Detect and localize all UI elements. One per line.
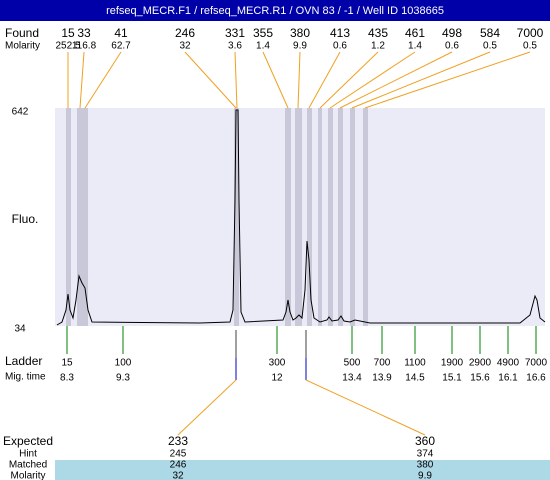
- found-value: 461: [405, 26, 425, 40]
- molarity-value: 1.2: [371, 41, 385, 52]
- peak-band: [285, 108, 291, 326]
- y-label: Fluo.: [12, 212, 39, 226]
- molarity-value: 1.4: [256, 41, 270, 52]
- title-bar: [0, 0, 550, 21]
- found-connector: [184, 51, 237, 109]
- molarity-value: 252.5: [55, 41, 80, 52]
- molarity-value: 0.6: [445, 41, 459, 52]
- found-connector: [339, 51, 453, 109]
- mig-time-label: Mig. time: [5, 372, 46, 383]
- matched-band: [55, 460, 550, 471]
- mig-time-value: 9.3: [116, 373, 130, 384]
- expected-connector: [305, 379, 426, 436]
- hint-label: Hint: [19, 449, 37, 460]
- y-max: 642: [12, 107, 29, 118]
- found-value: 413: [330, 26, 350, 40]
- peak-band: [328, 108, 333, 326]
- trace: [56, 109, 546, 326]
- found-connector: [308, 51, 341, 109]
- peak-band: [234, 108, 239, 326]
- matched-molarity-value: 32: [172, 471, 184, 480]
- molarity-value: 116.8: [72, 41, 97, 52]
- y-min: 34: [14, 324, 26, 335]
- hint-value: 374: [417, 449, 434, 460]
- matched-value: 246: [170, 460, 187, 471]
- ladder-value: 100: [115, 358, 132, 369]
- hint-value: 245: [170, 449, 187, 460]
- peak-band: [77, 108, 88, 326]
- ladder-value: 15: [61, 358, 73, 369]
- molarity-value: 0.6: [333, 41, 347, 52]
- found-value: 15: [61, 26, 75, 40]
- expected-value: 233: [168, 434, 188, 448]
- peak-band: [66, 108, 71, 326]
- mig-time-value: 13.9: [372, 373, 392, 384]
- found-value: 246: [175, 26, 195, 40]
- expected-label: Expected: [3, 434, 53, 448]
- molarity-label: Molarity: [5, 41, 40, 52]
- peak-band: [295, 108, 302, 326]
- matched-label: Matched: [9, 460, 47, 471]
- ladder-value: 300: [269, 358, 286, 369]
- matched-molarity-value: 9.9: [418, 471, 432, 480]
- mig-time-value: 16.6: [526, 373, 546, 384]
- ladder-value: 2900: [469, 358, 492, 369]
- molarity-value: 0.5: [483, 41, 497, 52]
- mig-time-value: 15.1: [442, 373, 462, 384]
- mig-time-value: 16.1: [498, 373, 518, 384]
- ladder-value: 1900: [441, 358, 464, 369]
- found-value: 41: [114, 26, 128, 40]
- found-value: 435: [368, 26, 388, 40]
- expected-connector: [177, 379, 237, 436]
- found-value: 7000: [517, 26, 544, 40]
- found-value: 331: [225, 26, 245, 40]
- ladder-value: 4900: [497, 358, 520, 369]
- found-connector: [319, 51, 379, 109]
- ladder-value: 700: [374, 358, 391, 369]
- molarity-value: 9.9: [293, 41, 307, 52]
- title: refseq_MECR.F1 / refseq_MECR.R1 / OVN 83…: [106, 5, 444, 17]
- peak-band: [363, 108, 368, 326]
- molarity-value: 1.4: [408, 41, 422, 52]
- ladder-label: Ladder: [5, 354, 42, 368]
- molarity-value: 32: [179, 41, 191, 52]
- found-value: 380: [290, 26, 310, 40]
- found-value: 33: [77, 26, 91, 40]
- ladder-value: 7000: [525, 358, 548, 369]
- mig-time-value: 14.5: [405, 373, 425, 384]
- mig-time-value: 13.4: [342, 373, 362, 384]
- found-value: 584: [480, 26, 500, 40]
- found-connector: [262, 51, 289, 109]
- molarity-value: 3.6: [228, 41, 242, 52]
- found-connector: [297, 51, 301, 109]
- molarity-band: [55, 471, 550, 480]
- found-connector: [84, 51, 122, 109]
- ladder-value: 1100: [404, 358, 426, 369]
- molarity-value: 0.5: [523, 41, 537, 52]
- found-label: Found: [5, 26, 39, 40]
- peak-band: [307, 108, 312, 326]
- found-connector: [79, 51, 85, 109]
- found-connector: [329, 51, 416, 109]
- ladder-value: 500: [344, 358, 361, 369]
- peak-band: [350, 108, 355, 326]
- found-value: 355: [253, 26, 273, 40]
- found-value: 498: [442, 26, 462, 40]
- matched-value: 380: [417, 460, 434, 471]
- peak-band: [318, 108, 322, 326]
- found-connector: [364, 51, 531, 109]
- mig-time-value: 8.3: [60, 373, 74, 384]
- mig-time-value: 12: [271, 373, 283, 384]
- found-connector: [234, 51, 238, 109]
- expected-value: 360: [415, 434, 435, 448]
- found-connector: [351, 51, 491, 109]
- matched-molarity-label: Molarity: [10, 471, 45, 480]
- mig-time-value: 15.6: [470, 373, 490, 384]
- molarity-value: 62.7: [111, 41, 131, 52]
- peak-band: [338, 108, 343, 326]
